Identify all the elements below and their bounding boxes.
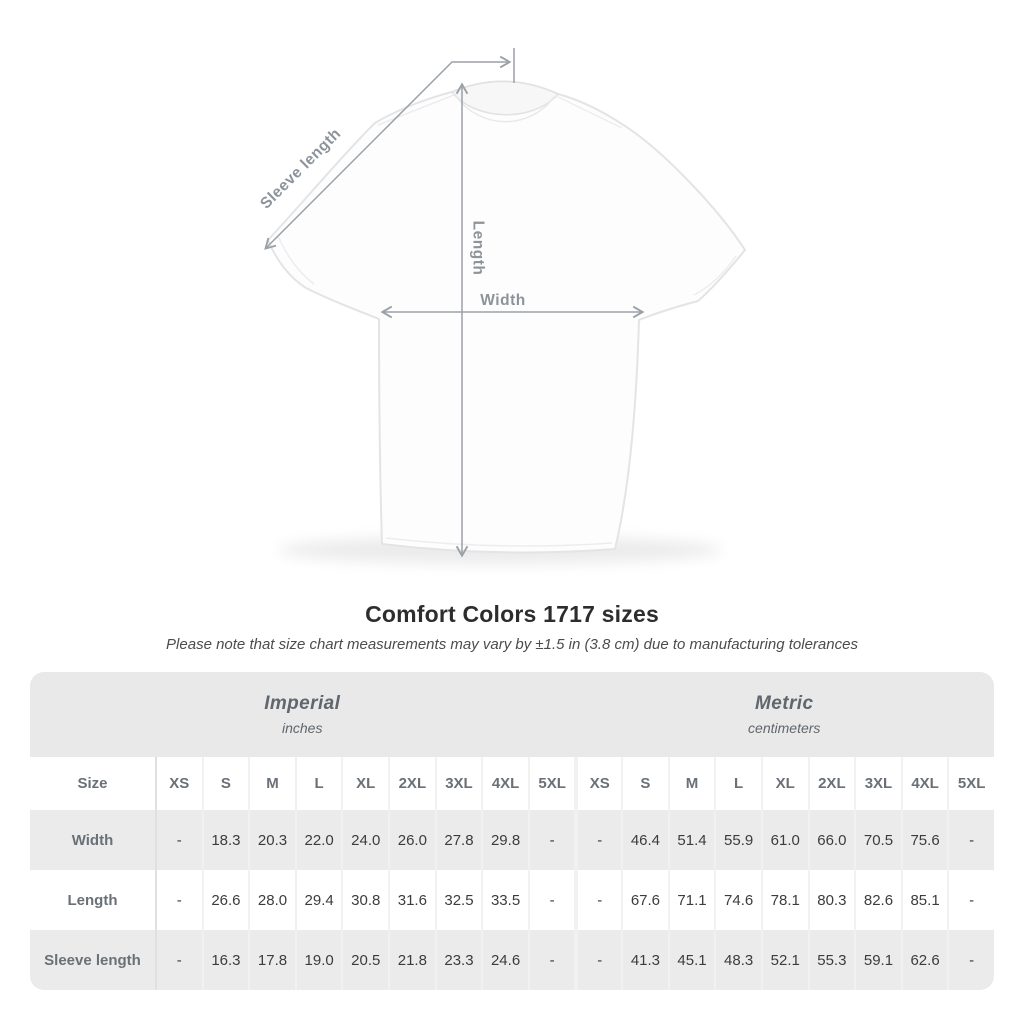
value-cell: 67.6 <box>621 870 668 930</box>
value-cell: 31.6 <box>388 870 435 930</box>
size-header-cell: 2XL <box>807 757 855 810</box>
value-cell: - <box>947 930 994 990</box>
size-header-cell: M <box>248 757 295 810</box>
value-cell: 16.3 <box>201 930 249 990</box>
value-cell: 28.0 <box>248 870 295 930</box>
size-header-cell: XL <box>760 757 808 810</box>
value-cell: 71.1 <box>667 870 715 930</box>
size-header-cell: 4XL <box>481 757 528 810</box>
value-cell: 70.5 <box>854 810 901 870</box>
length-label: Length <box>470 221 487 276</box>
value-cell: 75.6 <box>900 810 948 870</box>
size-header-cell: XL <box>341 757 388 810</box>
value-cell: 61.0 <box>760 810 808 870</box>
value-cell: - <box>527 930 575 990</box>
value-cell: 80.3 <box>807 870 855 930</box>
value-cell: 19.0 <box>294 930 342 990</box>
value-cell: - <box>527 810 575 870</box>
unit-group-imperial: Imperial inches <box>30 672 575 757</box>
value-cell: 27.8 <box>434 810 482 870</box>
size-header-cell: L <box>294 757 342 810</box>
width-label: Width <box>480 292 525 309</box>
value-cell: 33.5 <box>481 870 528 930</box>
value-cell: 78.1 <box>760 870 808 930</box>
size-header-cell: 4XL <box>900 757 948 810</box>
value-cell: 45.1 <box>667 930 715 990</box>
size-chart-table: Imperial inches Metric centimeters Size … <box>30 672 994 990</box>
value-cell: 48.3 <box>714 930 761 990</box>
value-cell: 66.0 <box>807 810 855 870</box>
tolerance-note: Please note that size chart measurements… <box>166 636 858 653</box>
value-cell: 20.3 <box>248 810 295 870</box>
value-cell: 17.8 <box>248 930 295 990</box>
size-column-header: Size <box>77 775 108 792</box>
metric-unit: centimeters <box>748 720 821 736</box>
value-cell: - <box>574 870 621 930</box>
value-cell: - <box>155 870 202 930</box>
value-cell: 46.4 <box>621 810 668 870</box>
value-cell: - <box>947 870 994 930</box>
row-label-width: Width <box>30 810 155 870</box>
size-header-cell: L <box>714 757 761 810</box>
value-cell: 18.3 <box>201 810 249 870</box>
sleeve-length-arrow <box>264 55 512 250</box>
value-cell: 85.1 <box>900 870 948 930</box>
value-cell: 41.3 <box>621 930 668 990</box>
value-cell: 32.5 <box>434 870 482 930</box>
size-header-cell: S <box>621 757 668 810</box>
value-cell: - <box>574 930 622 990</box>
imperial-unit: inches <box>282 720 323 736</box>
size-header-cell: S <box>201 757 249 810</box>
tshirt-diagram: Sleeve length Length Width <box>228 38 788 578</box>
value-cell: 55.9 <box>714 810 761 870</box>
unit-group-metric: Metric centimeters <box>574 672 994 757</box>
value-cell: 52.1 <box>760 930 808 990</box>
size-header-cell: 3XL <box>854 757 901 810</box>
size-header-cell: M <box>667 757 715 810</box>
size-header-cell: 5XL <box>947 757 994 810</box>
value-cell: 51.4 <box>667 810 715 870</box>
value-cell: - <box>155 930 202 990</box>
value-cell: 74.6 <box>714 870 761 930</box>
size-header-cell: 2XL <box>388 757 435 810</box>
value-cell: - <box>527 870 575 930</box>
value-cell: 26.6 <box>201 870 249 930</box>
value-cell: - <box>155 810 202 870</box>
imperial-title: Imperial <box>264 693 341 714</box>
value-cell: 26.0 <box>388 810 435 870</box>
value-cell: 22.0 <box>294 810 342 870</box>
page-title: Comfort Colors 1717 sizes <box>365 601 659 627</box>
value-cell: 21.8 <box>388 930 435 990</box>
value-cell: 62.6 <box>900 930 948 990</box>
hem-seam <box>385 537 613 547</box>
row-label-length: Length <box>67 891 118 909</box>
size-header-cell: XS <box>574 757 621 810</box>
metric-title: Metric <box>755 693 814 714</box>
value-cell: 55.3 <box>807 930 855 990</box>
value-cell: - <box>947 810 994 870</box>
tshirt-diagram-svg: Sleeve length Length Width <box>257 48 746 564</box>
right-shoulder-seam <box>555 95 623 129</box>
value-cell: 24.6 <box>481 930 528 990</box>
value-cell: 29.4 <box>294 870 342 930</box>
size-header-cell: 5XL <box>527 757 575 810</box>
value-cell: - <box>574 810 622 870</box>
value-cell: 20.5 <box>341 930 389 990</box>
value-cell: 23.3 <box>434 930 482 990</box>
value-cell: 29.8 <box>481 810 528 870</box>
value-cell: 82.6 <box>854 870 901 930</box>
value-cell: 30.8 <box>341 870 388 930</box>
value-cell: 59.1 <box>854 930 901 990</box>
size-header-cell: 3XL <box>434 757 482 810</box>
right-cuff-seam <box>693 255 737 296</box>
value-cell: 24.0 <box>341 810 389 870</box>
row-label-sleeve-length: Sleeve length <box>30 930 155 990</box>
size-header-cell: XS <box>155 757 202 810</box>
tshirt-image <box>267 80 746 554</box>
